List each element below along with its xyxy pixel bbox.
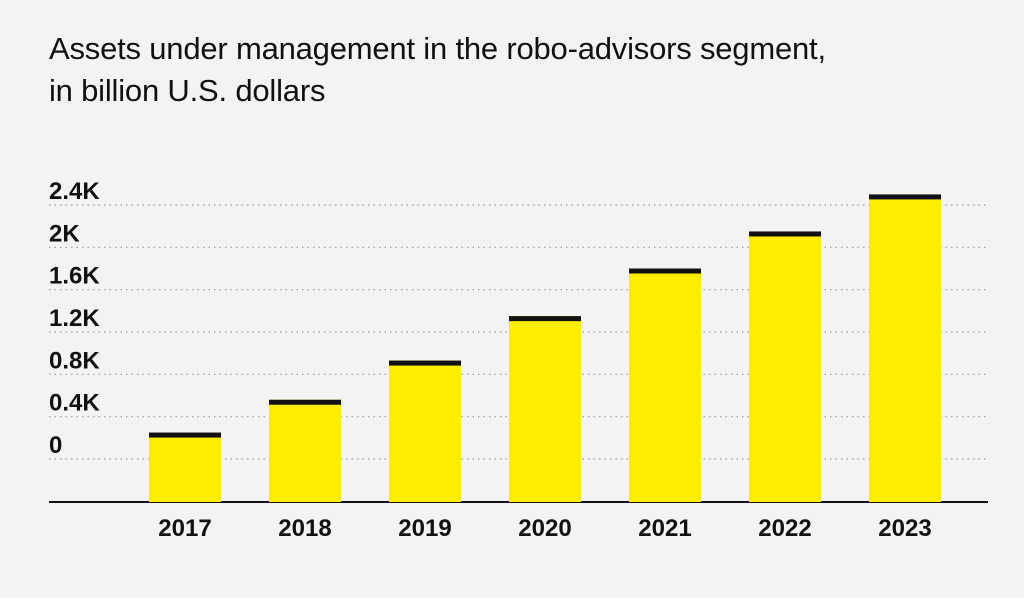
x-tick-label: 2019 (398, 515, 451, 542)
y-tick-label: 2.4K (49, 178, 100, 205)
y-tick-label: 2K (49, 220, 80, 247)
bar-cap (749, 231, 821, 237)
bar-cap (389, 360, 461, 366)
bar-cap (509, 316, 581, 322)
bar-cap (269, 399, 341, 405)
bar-cap (149, 432, 221, 438)
chart-title-line-1: Assets under management in the robo-advi… (49, 31, 826, 66)
x-tick-label: 2021 (638, 515, 691, 542)
bar (749, 231, 821, 503)
bar-cap (869, 194, 941, 200)
chart-title-line-2: in billion U.S. dollars (49, 73, 326, 108)
bar (509, 316, 581, 502)
x-tick-label: 2023 (878, 515, 931, 542)
y-tick-label: 0.8K (49, 347, 100, 374)
bar (629, 268, 701, 502)
bar (149, 432, 221, 502)
x-tick-label: 2022 (758, 515, 811, 542)
y-tick-label: 1.2K (49, 305, 100, 332)
bar-cap (629, 268, 701, 274)
x-tick-label: 2018 (278, 515, 331, 542)
chart-title: Assets under management in the robo-advi… (49, 28, 999, 112)
y-tick-label: 0 (49, 432, 62, 459)
x-tick-label: 2020 (518, 515, 571, 542)
x-tick-label: 2017 (158, 515, 211, 542)
y-tick-label: 1.6K (49, 263, 100, 290)
bar (389, 360, 461, 502)
bar (269, 399, 341, 502)
y-tick-label: 0.4K (49, 390, 100, 417)
bar (869, 194, 941, 502)
